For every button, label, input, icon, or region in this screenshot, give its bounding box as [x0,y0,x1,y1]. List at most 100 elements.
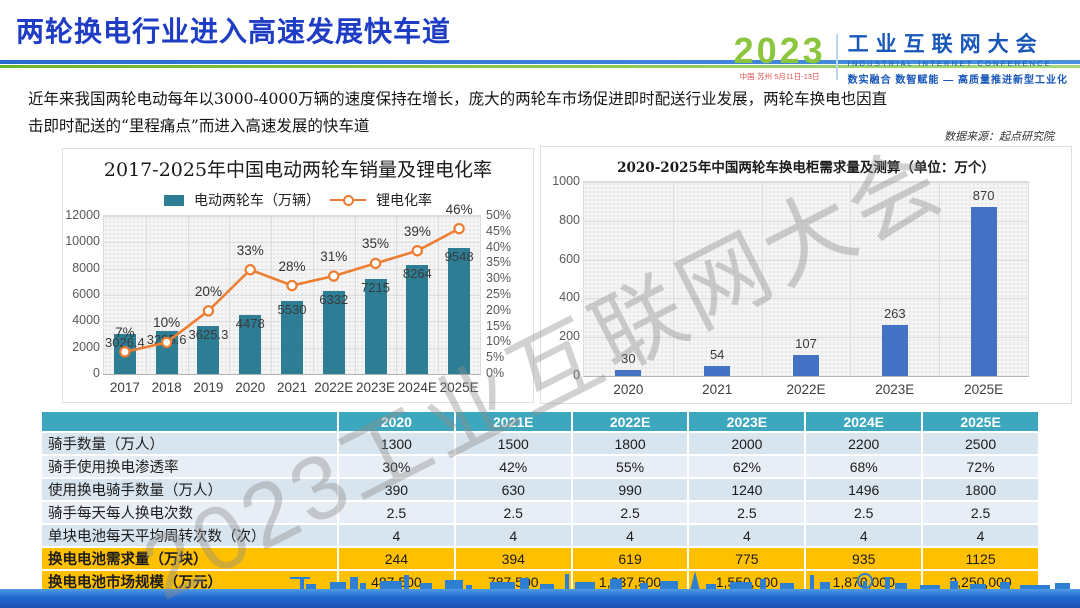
row-value: 1500 [455,433,571,454]
logo-name-en: INDUSTRIAL INTERNET CONFERENCE [847,59,1053,68]
sales-bar-value: 9548 [444,249,474,265]
row-value: 72% [923,456,1038,477]
gridline-v [229,216,231,374]
y-axis-tick-left: 12000 [65,208,100,222]
row-value: 2.5 [689,502,805,523]
gridline-v [312,216,314,374]
page-title: 两轮换电行业进入高速发展快车道 [16,16,452,47]
cabinet-bar-2020 [615,370,642,376]
lithium-rate-line [119,222,465,358]
cabinet-bar-value: 870 [972,188,995,204]
row-value: 2.5 [455,502,571,523]
sales-chart-title: 2017-2025年中国电动两轮车销量及锂电化率 [103,159,493,181]
cabinet-bar-2022E [793,355,819,376]
row-value: 55% [572,456,688,477]
sales-bar-2020 [239,315,262,374]
cabinet-chart-title: 2020-2025年中国两轮车换电柜需求量及测算（单位：万个） [617,160,995,176]
line-legend-marker-icon [330,195,366,206]
cabinet-bar-2023E [881,324,908,376]
gridline-v [145,216,147,374]
y-axis-tick: 800 [559,212,580,227]
cabinet-chart-panel: 2020-2025年中国两轮车换电柜需求量及测算（单位：万个） 1000 800 6… [540,146,1072,404]
header-cell-2021E: 2021E [455,412,571,431]
x-axis-label-2025E: 2025E [964,382,1004,397]
sales-bar-value: 3625.3 [188,327,229,343]
table-row: 换电电池需求量（万块） 244 394 619 775 935 1125 [42,548,1038,569]
gridline-v [354,216,356,374]
row-value: 775 [689,548,805,569]
logo-name-block: 工业互联网大会 INDUSTRIAL INTERNET CONFERENCE 数… [848,28,1068,86]
city-skyline-graphic [290,571,1070,591]
y-axis-tick-right: 15% [486,318,512,333]
row-value: 2200 [806,433,922,454]
row-value: 2000 [689,433,805,454]
table-row: 骑手数量（万人） 1300 1500 1800 2000 2200 2500 [42,433,1038,454]
rate-value: 20% [194,283,222,299]
sales-chart-panel: 2017-2025年中国电动两轮车销量及锂电化率 电动两轮车（万辆） 锂电化率 … [62,148,534,403]
gridline-v [271,216,273,374]
sales-bar-value: 6332 [319,291,349,307]
right-chart-plot: 1000 800 600 400 200 0 30 2020 54 2021 107 2022E 263… [552,174,1029,397]
logo-year: 2023 [733,29,826,71]
y-axis-tick-left: 2000 [72,339,100,354]
row-value: 1125 [923,548,1038,569]
row-value: 1496 [806,479,922,500]
row-value: 1800 [923,479,1038,500]
gridline-h [584,337,1028,339]
row-value: 2500 [923,433,1038,454]
header-cell-2024E: 2024E [806,412,922,431]
x-axis-label-2020: 2020 [235,380,266,395]
header-cell-2022E: 2022E [572,412,688,431]
x-axis-label-2017: 2017 [109,380,140,395]
x-axis-label-2021: 2021 [702,382,733,397]
sales-bar-2022E [322,290,345,374]
row-value: 4 [339,525,454,546]
body-paragraph: 近年来我国两轮电动每年以3000-4000万辆的速度保持在增长，庞大的两轮车市场… [28,86,1040,140]
gridline-v [396,216,398,374]
y-axis-tick-left: 8000 [72,260,100,275]
x-axis-label-2023E: 2023E [356,380,396,395]
logo-divider [835,34,838,80]
cabinet-bar-value: 30 [621,351,636,367]
y-axis-tick-right: 25% [486,287,512,301]
gridline-v [187,216,189,374]
table-row: 使用换电骑手数量（万人） 390 630 990 1240 1496 1800 [42,479,1038,500]
rate-value: 46% [445,201,473,217]
y-axis-tick: 200 [559,329,580,344]
header-cell-2025E: 2025E [923,412,1038,431]
y-axis-tick: 400 [559,290,580,305]
rate-value: 35% [362,236,390,252]
gridline-h [104,268,480,270]
forecast-table: 2020 2021E 2022E 2023E 2024E 2025E 骑手数量（万人） 130… [40,410,1040,594]
row-value: 2.5 [923,502,1038,523]
logo-event-info: 中国·苏州 5月11日-13日 [739,71,820,81]
header-cell-2023E: 2023E [689,412,805,431]
sales-chart-legend: 电动两轮车（万辆） 锂电化率 [63,190,533,210]
y-axis-tick-right: 30% [486,271,512,286]
row-value: 4 [455,525,571,546]
cabinet-bar-2021 [704,365,731,376]
rate-value: 28% [278,258,306,274]
rate-value: 7% [115,324,135,340]
rate-value: 33% [236,242,264,258]
logo-name-cn: 工业互联网大会 [847,33,1044,56]
row-value: 1800 [572,433,688,454]
row-value: 935 [806,548,922,569]
row-value: 990 [572,479,688,500]
row-label: 换电电池需求量（万块） [42,548,337,569]
sales-bar-value: 4478 [235,316,265,332]
x-axis-label-2022E: 2022E [786,382,826,397]
y-axis-tick-right: 40% [486,239,512,254]
x-axis-label-2025E: 2025E [439,380,479,395]
sales-bar-value: 7215 [361,280,390,295]
gridline-h [584,298,1028,300]
row-value: 68% [806,456,922,477]
gridline-v [672,182,674,376]
row-value: 1240 [689,479,805,500]
cabinet-bar-value: 107 [795,336,817,352]
row-label: 单块电池每天平均周转次数（次） [42,525,337,546]
sales-bar-value: 8264 [402,266,432,282]
sales-bar-value: 5530 [277,302,307,318]
row-value: 394 [455,548,571,569]
